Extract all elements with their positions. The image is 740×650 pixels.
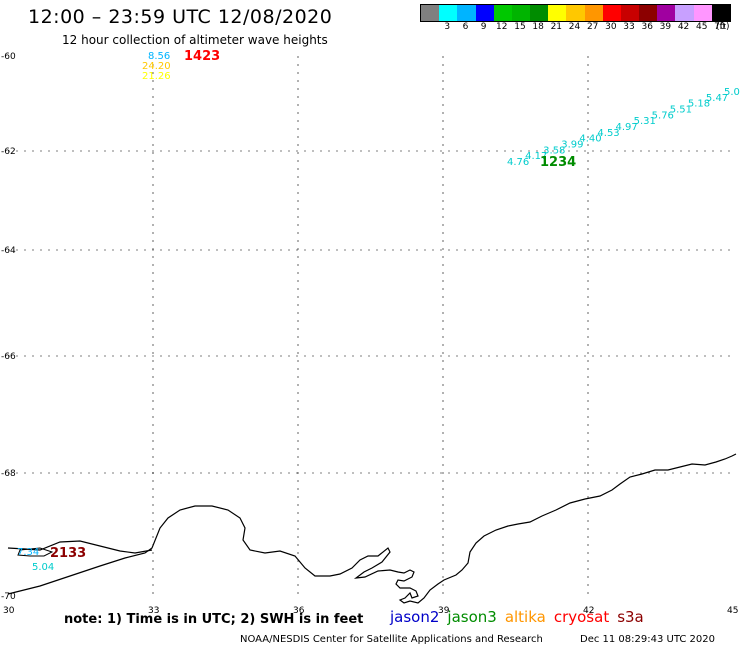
satellite-name: s3a <box>617 608 644 626</box>
graticule <box>8 56 736 600</box>
pass-label: 1423 <box>184 49 220 64</box>
pass-label: 1234 <box>540 155 576 170</box>
wave-value: 8.56 <box>148 51 170 62</box>
wave-value: 4.40 <box>579 134 601 145</box>
wave-value: 5.51 <box>670 105 692 116</box>
legend-swatch <box>711 5 730 21</box>
legend-label: 3 <box>444 22 451 32</box>
legend-swatch <box>675 5 694 21</box>
color-scale-labels: 3 6 9 12 15 18 21 24 27 30 33 36 39 42 45 70 <box>420 22 729 34</box>
antarctic-coastline <box>7 453 737 604</box>
wave-value: 4.97 <box>616 122 638 133</box>
units-note: note: 1) Time is in UTC; 2) SWH is in fe… <box>64 612 364 627</box>
satellite-name: cryosat <box>553 608 610 626</box>
wave-value: 4.17 <box>525 151 547 162</box>
satellite-legend: jason2 jason3 altika cryosat s3a <box>390 608 652 626</box>
wave-value: 5.47 <box>706 93 728 104</box>
credit-line: NOAA/NESDIS Center for Satellite Applica… <box>240 634 543 645</box>
legend-swatch <box>584 5 603 21</box>
legend-swatch <box>566 5 585 21</box>
track-2133: 7.34 5.04 2133 <box>17 546 86 573</box>
legend-label: 33 <box>623 22 635 32</box>
legend-label: 12 <box>496 22 508 32</box>
legend-swatch <box>439 5 458 21</box>
wave-value: 4.53 <box>597 128 619 139</box>
legend-swatch <box>475 5 494 21</box>
longitude-label: 39 <box>438 606 450 616</box>
legend-swatch <box>639 5 658 21</box>
legend-label: 36 <box>641 22 653 32</box>
satellite-name: altika <box>504 608 546 626</box>
legend-swatch <box>421 5 440 21</box>
satellite-name: jason2 <box>390 608 440 626</box>
longitude-label: 42 <box>583 606 594 616</box>
latitude-label: -64 <box>1 246 16 256</box>
color-scale-legend <box>420 4 731 22</box>
track-1423: 8.56 24.20 21.26 1423 <box>142 49 220 82</box>
legend-label: 21 <box>550 22 563 32</box>
satellite-name: jason3 <box>447 608 497 626</box>
pass-label: 2133 <box>50 546 86 561</box>
longitude-label: 33 <box>148 606 159 616</box>
legend-label: 24 <box>568 22 581 32</box>
legend-swatch <box>548 5 567 21</box>
legend-swatch <box>493 5 512 21</box>
legend-label: 42 <box>677 22 690 32</box>
wave-value: 3.58 <box>543 145 565 156</box>
wave-value: 5.31 <box>634 116 656 127</box>
latitude-label: -62 <box>1 147 16 157</box>
legend-label: 30 <box>605 22 617 32</box>
wave-value: 21.26 <box>142 71 171 82</box>
legend-swatch <box>530 5 549 21</box>
legend-swatch <box>693 5 712 21</box>
latitude-label: -68 <box>1 469 16 479</box>
generation-timestamp: Dec 11 08:29:43 UTC 2020 <box>580 634 715 645</box>
legend-label: 45 <box>696 22 708 32</box>
wave-value: 5.0 <box>724 87 740 98</box>
wave-value: 3.99 <box>561 140 583 151</box>
map-title: 12:00 – 23:59 UTC 12/08/2020 <box>28 6 333 28</box>
legend-unit: (ft) <box>716 22 730 32</box>
wave-value: 4.76 <box>507 157 529 168</box>
longitude-label: 36 <box>293 606 305 616</box>
legend-label: 6 <box>462 22 469 32</box>
legend-label: 39 <box>659 22 672 32</box>
wave-value: 5.76 <box>652 110 674 121</box>
wave-value: 5.04 <box>32 562 54 573</box>
legend-swatch <box>457 5 476 21</box>
longitude-label: 45 <box>727 606 738 616</box>
wave-value: 7.34 <box>17 547 39 558</box>
legend-swatch <box>511 5 531 21</box>
latitude-label: -60 <box>1 52 16 62</box>
latitude-label: -70 <box>1 592 16 602</box>
legend-swatch <box>657 5 676 21</box>
axis-labels: 30 33 36 39 42 45 -60 -62 -64 -66 -68 -70 <box>1 52 738 616</box>
legend-label: 18 <box>532 22 544 32</box>
wave-value: 24.20 <box>142 61 171 72</box>
longitude-label: 30 <box>3 606 15 616</box>
legend-label: 9 <box>480 22 487 32</box>
coastline-segment <box>17 547 54 557</box>
wave-value: 5.18 <box>688 99 710 110</box>
legend-label: 15 <box>514 22 526 32</box>
latitude-label: -66 <box>1 352 16 362</box>
legend-label: 70 <box>714 22 726 32</box>
track-1234: 4.764.173.583.994.404.534.975.315.765.51… <box>507 87 740 170</box>
legend-label: 27 <box>586 22 599 32</box>
map-subtitle: 12 hour collection of altimeter wave hei… <box>62 33 328 47</box>
legend-swatch <box>620 5 640 21</box>
legend-swatch <box>602 5 621 21</box>
